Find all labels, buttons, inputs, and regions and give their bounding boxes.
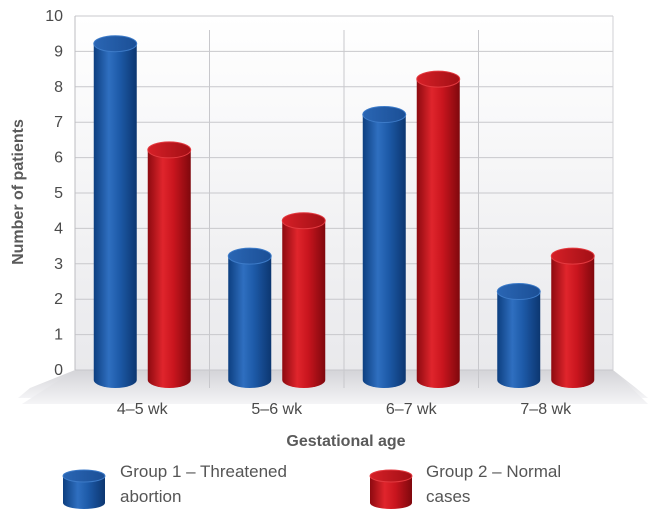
bar-2 [147, 141, 192, 388]
y-tick-label: 3 [54, 256, 63, 273]
x-tick-label: 4–5 wk [117, 401, 169, 418]
y-tick-label: 0 [54, 362, 63, 379]
bar-body [282, 220, 326, 388]
y-tick-label: 6 [54, 150, 63, 167]
bar-1 [496, 283, 541, 388]
bar-body [147, 149, 191, 388]
x-tick-label: 7–8 wk [520, 401, 572, 418]
y-tick-label: 5 [54, 185, 63, 202]
y-tick-label: 8 [54, 79, 63, 96]
bar-body [362, 114, 406, 388]
bar-top [496, 283, 541, 300]
legend-label: abortion [120, 487, 181, 506]
bar-top [550, 247, 595, 265]
x-axis-title: Gestational age [286, 433, 405, 450]
legend-swatch-top [62, 469, 106, 483]
x-tick-labels: 4–5 wk 5–6 wk 6–7 wk 7–8 wk [117, 401, 572, 418]
bar-1 [227, 247, 272, 388]
bar-series [93, 35, 595, 388]
x-tick-label: 6–7 wk [386, 401, 438, 418]
bar-top [93, 35, 138, 53]
bar-top [227, 247, 272, 265]
legend-swatch-icon [370, 476, 412, 509]
legend: Group 1 – Threatened abortion Group 2 – No… [62, 462, 561, 509]
y-tick-label: 7 [54, 114, 63, 131]
legend-label: Group 2 – Normal [426, 462, 561, 481]
y-tick-label: 2 [54, 291, 63, 308]
bar-top [416, 70, 461, 88]
y-tick-label: 4 [54, 220, 63, 237]
bar-2 [281, 212, 326, 388]
bar-body [416, 79, 460, 388]
y-tick-label: 1 [54, 327, 63, 344]
legend-swatch-icon [63, 476, 105, 509]
legend-label: cases [426, 487, 470, 506]
y-axis-title: Number of patients [10, 119, 27, 265]
legend-swatch-top [369, 469, 413, 483]
bar-body [497, 291, 541, 388]
bar-top [147, 141, 192, 159]
bar-top [362, 106, 407, 123]
bar-body [93, 43, 137, 388]
y-tick-labels: 0 1 2 3 4 5 6 7 8 9 10 [45, 8, 63, 379]
y-tick-label: 9 [54, 43, 63, 60]
bar-body [551, 256, 595, 388]
x-tick-label: 5–6 wk [251, 401, 303, 418]
bar-2 [550, 247, 595, 388]
bar-1 [93, 35, 138, 388]
legend-item-1: Group 1 – Threatened abortion [62, 462, 287, 509]
bar-1 [362, 106, 407, 388]
bar-top [281, 212, 326, 230]
bar-body [228, 256, 272, 388]
legend-label: Group 1 – Threatened [120, 462, 287, 481]
bar-2 [416, 70, 461, 388]
legend-item-2: Group 2 – Normal cases [369, 462, 561, 509]
y-tick-label: 10 [45, 8, 63, 25]
